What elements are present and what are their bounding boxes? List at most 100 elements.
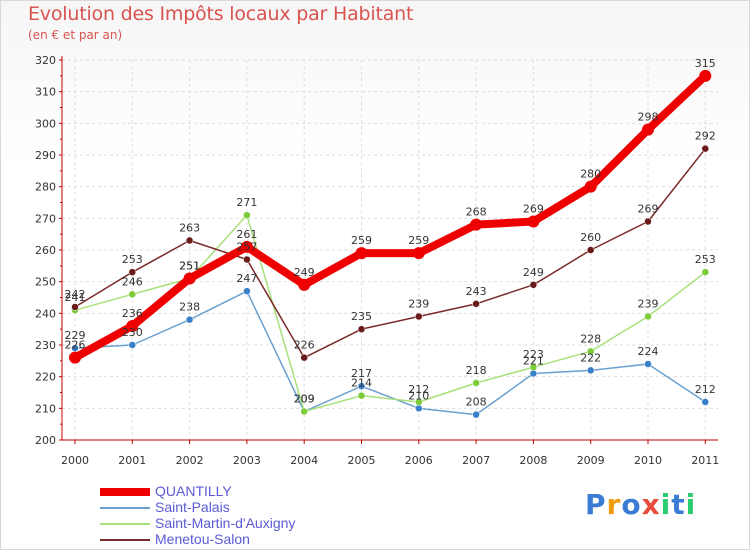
data-label-saint-palais: 210: [408, 389, 429, 402]
data-label-menetou-salon: 249: [523, 266, 544, 279]
data-label-saint-martin-d-auxigny: 251: [179, 260, 200, 273]
data-point-saint-martin-d-auxigny: [357, 391, 366, 400]
y-tick-label: 200: [35, 434, 56, 447]
x-tick-label: 2001: [118, 454, 146, 467]
data-label-quantilly: 315: [695, 57, 716, 70]
data-label-saint-palais: 221: [523, 355, 544, 368]
data-label-quantilly: 236: [122, 307, 143, 320]
series-lines: [69, 69, 712, 419]
data-point-saint-palais: [701, 398, 710, 406]
data-label-quantilly: 259: [351, 234, 372, 247]
logo-letter: i: [660, 488, 672, 521]
data-label-saint-palais: 212: [695, 383, 716, 396]
logo-letter: x: [641, 488, 661, 521]
data-label-saint-martin-d-auxigny: 241: [65, 291, 86, 304]
chart-title: Evolution des Impôts locaux par Habitant: [28, 3, 414, 25]
data-point-quantilly: [412, 247, 425, 260]
data-point-quantilly: [126, 320, 139, 332]
data-label-saint-martin-d-auxigny: 223: [523, 348, 544, 361]
legend-label-saint-palais: Saint-Palais: [155, 499, 230, 515]
data-label-saint-palais: 229: [65, 329, 86, 342]
data-point-quantilly: [183, 272, 196, 285]
data-label-quantilly: 259: [408, 234, 429, 247]
chart-subtitle: (en € et par an): [28, 28, 123, 42]
data-point-menetou-salon: [300, 353, 308, 362]
proxiti-logo: Proxiti: [585, 488, 696, 521]
y-tick-label: 320: [35, 54, 56, 67]
data-label-saint-palais: 238: [179, 301, 200, 314]
data-point-saint-martin-d-auxigny: [243, 211, 251, 219]
y-tick-label: 250: [35, 276, 56, 289]
y-tick-label: 230: [35, 339, 56, 352]
x-tick-label: 2003: [233, 454, 261, 467]
series-line-saint-palais: [74, 290, 707, 416]
x-tick-label: 2007: [462, 454, 490, 467]
data-label-saint-palais: 224: [638, 345, 659, 358]
data-point-saint-martin-d-auxigny: [415, 398, 423, 406]
logo-letter: o: [621, 488, 642, 521]
data-point-quantilly: [240, 240, 253, 253]
series-line-menetou-salon: [74, 147, 707, 359]
logo-letter: i: [685, 488, 697, 521]
y-tick-label: 300: [35, 117, 56, 130]
data-label-quantilly: 261: [236, 228, 257, 241]
data-point-saint-martin-d-auxigny: [472, 379, 480, 387]
data-label-menetou-salon: 269: [638, 203, 659, 216]
logo-letter: P: [585, 488, 607, 521]
data-label-saint-martin-d-auxigny: 214: [351, 377, 372, 390]
data-point-saint-martin-d-auxigny: [128, 290, 137, 299]
data-label-saint-palais: 217: [351, 367, 372, 380]
data-label-saint-palais: 230: [122, 326, 143, 339]
data-label-menetou-salon: 243: [466, 285, 487, 298]
data-point-menetou-salon: [644, 217, 652, 226]
data-point-saint-palais: [185, 315, 194, 324]
data-point-saint-palais: [586, 366, 595, 375]
grid-lines: [62, 59, 718, 441]
data-label-menetou-salon: 239: [408, 298, 429, 311]
data-point-menetou-salon: [357, 325, 366, 333]
data-label-saint-martin-d-auxigny: 246: [122, 275, 143, 288]
data-label-menetou-salon: 263: [179, 222, 200, 235]
y-tick-label: 290: [35, 149, 56, 162]
x-tick-label: 2010: [634, 454, 662, 467]
legend-swatch-saint-martin: [100, 523, 150, 525]
logo-letter: r: [606, 488, 622, 521]
data-point-saint-palais: [472, 410, 480, 419]
logo-letter: t: [671, 488, 686, 521]
data-label-quantilly: 298: [638, 111, 659, 124]
data-point-saint-palais: [243, 287, 251, 295]
y-tick-label: 210: [35, 402, 56, 415]
data-label-saint-martin-d-auxigny: 271: [236, 196, 257, 209]
data-point-saint-palais: [415, 404, 423, 413]
data-point-menetou-salon: [586, 246, 595, 254]
y-tick-label: 260: [35, 244, 56, 257]
data-label-saint-palais: 247: [236, 272, 257, 285]
data-label-menetou-salon: 292: [695, 130, 716, 143]
data-label-menetou-salon: 260: [580, 231, 601, 244]
y-tick-label: 240: [35, 307, 56, 320]
data-label-saint-martin-d-auxigny: 212: [408, 383, 429, 396]
x-tick-label: 2009: [577, 454, 605, 467]
x-tick-label: 2011: [691, 454, 719, 467]
data-label-saint-palais: 222: [580, 351, 601, 364]
data-label-saint-palais: 209: [294, 393, 315, 406]
data-point-menetou-salon: [415, 312, 423, 321]
data-point-saint-palais: [529, 369, 538, 378]
data-label-saint-martin-d-auxigny: 209: [294, 393, 315, 406]
data-label-saint-palais: 208: [466, 396, 487, 409]
data-point-menetou-salon: [243, 255, 251, 264]
x-tick-label: 2002: [176, 454, 204, 467]
series-line-saint-martin-d-auxigny: [74, 214, 707, 413]
data-point-saint-palais: [128, 341, 137, 349]
legend-label-saint-martin: Saint-Martin-d'Auxigny: [155, 515, 296, 531]
data-label-menetou-salon: 253: [122, 253, 143, 266]
data-point-quantilly: [470, 218, 483, 231]
data-point-menetou-salon: [472, 300, 480, 308]
legend-swatch-menetou-salon: [100, 539, 150, 541]
x-tick-label: 2004: [290, 454, 318, 467]
data-label-saint-martin-d-auxigny: 253: [695, 253, 716, 266]
data-label-quantilly: 269: [523, 203, 544, 216]
data-point-menetou-salon: [701, 144, 710, 153]
data-label-quantilly: 251: [179, 260, 200, 273]
